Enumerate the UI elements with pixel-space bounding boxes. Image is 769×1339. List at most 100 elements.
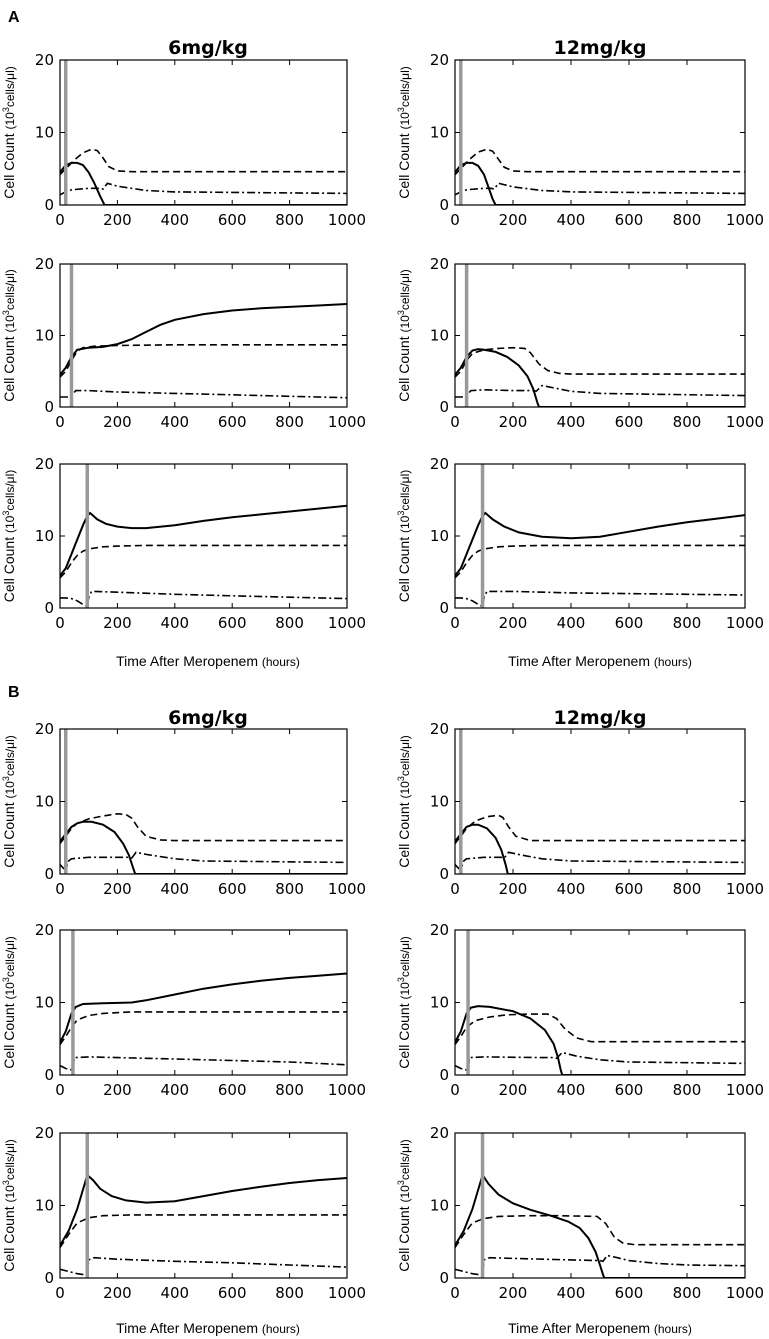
series-dashdot-line xyxy=(455,1254,745,1277)
x-tick-label: 0 xyxy=(55,413,65,431)
ylabel-unit-sup: 3 xyxy=(1,107,11,112)
plot-frame xyxy=(454,728,746,875)
x-tick-label: 600 xyxy=(615,1081,644,1099)
plot-frame xyxy=(59,463,348,609)
ylabel-main: Cell Count xyxy=(1,333,17,402)
plot-a-right-r1-series xyxy=(455,148,745,205)
x-tick-label: 1000 xyxy=(328,211,366,229)
plot-b-right-r2: 0 200 400 600 800 1000 0 10 20 Cell Count (103cel… xyxy=(396,921,764,1099)
ylabel-unit-sup: 3 xyxy=(396,310,406,315)
plot-b-left-r2-series xyxy=(60,972,347,1071)
x-tick-label: 800 xyxy=(673,1284,702,1302)
y-tick-label: 10 xyxy=(430,994,449,1012)
series-dashdot-line xyxy=(60,389,347,399)
x-tick-label: 600 xyxy=(615,614,644,632)
y-tick-label: 20 xyxy=(430,921,449,939)
series-dashed-line xyxy=(455,814,745,845)
ylabel-unit-sup: 3 xyxy=(1,511,11,516)
plot-frame xyxy=(59,728,348,875)
plot-a-right-r2-series xyxy=(455,346,745,407)
y-tick-label: 0 xyxy=(44,1269,54,1287)
y-tick-label: 10 xyxy=(430,1197,449,1215)
panel-b-right-xlabel: Time After Meropenem (hours) xyxy=(508,1320,692,1336)
series-solid-line xyxy=(60,972,347,1043)
xlabel-main: Time After Meropenem xyxy=(116,653,258,669)
x-tick-label: 800 xyxy=(673,614,702,632)
ylabel-main: Cell Count xyxy=(1,1000,17,1069)
xlabel-main: Time After Meropenem xyxy=(116,1320,258,1336)
ylabel-unit-pre: (10 xyxy=(3,515,17,533)
series-solid-line xyxy=(455,161,745,205)
ylabel-unit-sup: 3 xyxy=(1,1180,11,1185)
plot-b-right-r3: 0 200 400 600 800 1000 0 10 20 Cell Count (103cel… xyxy=(396,1124,764,1302)
y-tick-label: 10 xyxy=(35,124,54,142)
y-axis-label: Cell Count (103cells/μl) xyxy=(396,735,412,868)
x-tick-label: 1000 xyxy=(328,1284,366,1302)
series-dashdot-line xyxy=(60,1056,347,1071)
y-axis-label: Cell Count (103cells/μl) xyxy=(396,269,412,402)
x-tick-label: 200 xyxy=(103,1081,132,1099)
y-tick-label: 10 xyxy=(35,327,54,345)
ylabel-unit-sup: 3 xyxy=(1,776,11,781)
y-tick-label: 0 xyxy=(44,599,54,617)
y-tick-label: 10 xyxy=(35,1197,54,1215)
panel-b-title-6mgkg: 6mg/kg xyxy=(168,707,248,729)
y-tick-label: 0 xyxy=(439,196,449,214)
ylabel-unit-post: cells/μl) xyxy=(398,936,412,977)
y-tick-label: 20 xyxy=(35,921,54,939)
y-axis-label: Cell Count (103cells/μl) xyxy=(396,1139,412,1272)
plot-a-right-r3-series xyxy=(455,511,745,608)
x-tick-label: 600 xyxy=(615,413,644,431)
x-tick-label: 1000 xyxy=(328,1081,366,1099)
ylabel-main: Cell Count xyxy=(396,799,412,868)
y-tick-label: 10 xyxy=(430,327,449,345)
x-tick-label: 0 xyxy=(55,614,65,632)
y-tick-label: 20 xyxy=(35,51,54,69)
x-tick-label: 800 xyxy=(673,413,702,431)
plot-frame xyxy=(59,263,348,408)
ylabel-unit-post: cells/μl) xyxy=(398,269,412,310)
ylabel-main: Cell Count xyxy=(1,130,17,199)
series-dashdot-line xyxy=(455,1051,745,1071)
y-tick-label: 10 xyxy=(35,527,54,545)
series-dashed-line xyxy=(455,148,745,176)
series-solid-line xyxy=(455,823,745,874)
ylabel-unit-pre: (10 xyxy=(3,982,17,1000)
x-tick-label: 400 xyxy=(557,211,586,229)
ylabel-unit-pre: (10 xyxy=(398,315,412,333)
y-axis-label: Cell Count (103cells/μl) xyxy=(396,66,412,199)
ylabel-unit-sup: 3 xyxy=(396,107,406,112)
x-tick-label: 200 xyxy=(499,614,528,632)
ylabel-main: Cell Count xyxy=(1,1203,17,1272)
ylabel-unit-pre: (10 xyxy=(3,315,17,333)
x-tick-label: 200 xyxy=(103,614,132,632)
series-solid-line xyxy=(455,1172,745,1278)
x-tick-label: 200 xyxy=(499,1284,528,1302)
plot-b-left-r1: 0 200 400 600 800 1000 0 10 20 Cell Count (103cel… xyxy=(1,720,366,898)
x-tick-label: 200 xyxy=(499,413,528,431)
plot-a-left-r3: 0 200 400 600 800 1000 0 10 20 Cell Count (103cel… xyxy=(1,455,366,632)
series-dashed-line xyxy=(60,148,347,176)
x-tick-label: 0 xyxy=(55,1081,65,1099)
plot-b-right-r1-series xyxy=(455,814,745,874)
y-axis-label: Cell Count (103cells/μl) xyxy=(1,66,17,199)
ylabel-unit-post: cells/μl) xyxy=(398,66,412,107)
plot-a-left-r1-series xyxy=(60,148,347,205)
y-tick-label: 0 xyxy=(439,599,449,617)
x-tick-label: 200 xyxy=(103,211,132,229)
y-axis-label: Cell Count (103cells/μl) xyxy=(1,735,17,868)
panel-a-title-12mgkg: 12mg/kg xyxy=(553,37,646,59)
ylabel-unit-sup: 3 xyxy=(1,977,11,982)
x-tick-label: 0 xyxy=(55,880,65,898)
x-tick-label: 200 xyxy=(103,413,132,431)
plot-a-left-r3-series xyxy=(60,504,347,608)
x-tick-label: 800 xyxy=(275,1081,304,1099)
y-tick-label: 10 xyxy=(430,793,449,811)
x-tick-label: 400 xyxy=(160,614,189,632)
x-tick-label: 600 xyxy=(218,211,247,229)
series-dashed-line xyxy=(60,1214,347,1248)
ylabel-main: Cell Count xyxy=(396,1203,412,1272)
x-tick-label: 800 xyxy=(673,211,702,229)
plot-a-right-r2: 0 200 400 600 800 1000 0 10 20 Cell Count (103cel… xyxy=(396,255,764,431)
x-tick-label: 1000 xyxy=(726,880,764,898)
